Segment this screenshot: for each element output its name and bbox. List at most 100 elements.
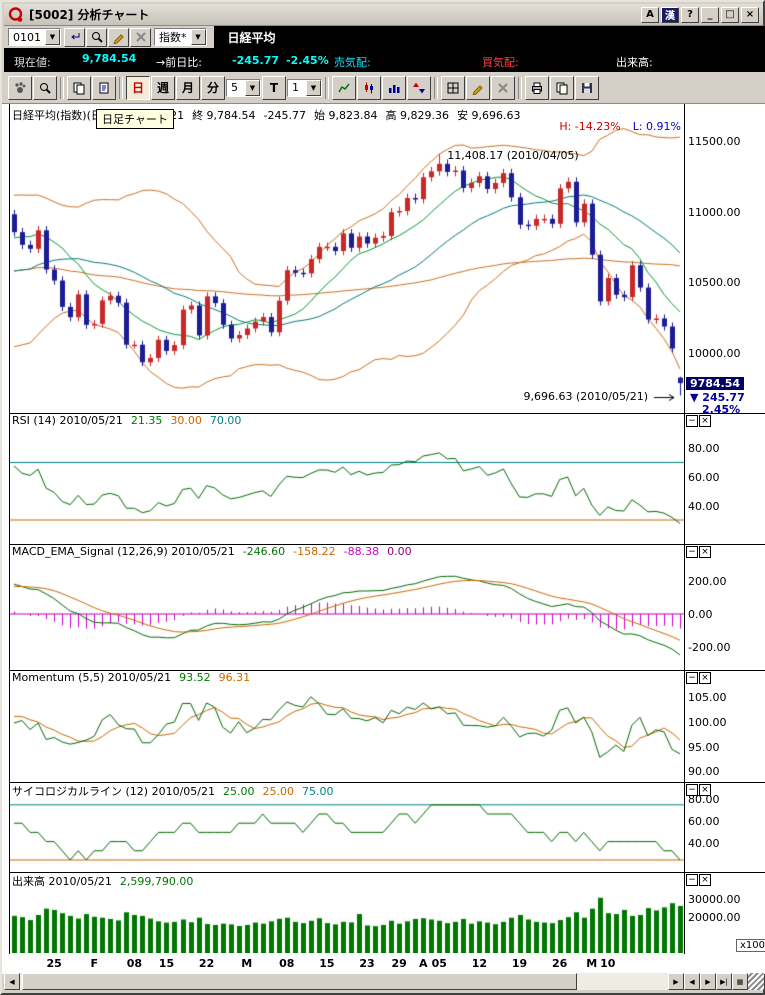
symbol-name-strip: 日経平均 — [213, 26, 765, 48]
period-minute-button[interactable]: 分 — [201, 75, 225, 100]
psychological-line-chart[interactable] — [10, 796, 684, 871]
ask-label: 売気配: — [334, 56, 371, 69]
indicator-value: 25.00 — [222, 785, 255, 798]
panel-divider — [9, 413, 765, 414]
x-axis-label: 26 — [551, 957, 568, 970]
tick-select[interactable]: 1 ▼ — [287, 78, 322, 97]
panel-close-button[interactable]: × — [699, 784, 711, 796]
tick-button[interactable]: T — [262, 75, 286, 100]
volume-label: 出来高: — [616, 56, 653, 69]
copy-page-button[interactable] — [67, 75, 91, 100]
window-controls: A 漢? _ □ × — [641, 6, 759, 23]
x-axis-label: 22 — [198, 957, 215, 970]
symbol-code-combo[interactable]: 0101 ▼ — [8, 28, 61, 46]
y-axis-label: 0.00 — [688, 608, 713, 621]
pencil-icon — [472, 84, 483, 95]
y-axis-label: 11500.00 — [688, 135, 741, 149]
category-combo[interactable]: 指数* ▼ — [154, 28, 207, 46]
chevron-down-icon[interactable]: ▼ — [190, 29, 206, 45]
candle-icon — [365, 82, 373, 93]
panel-header-main: 日経平均(指数)(日間) 2010/05/21終 9,784.54-245.77… — [12, 107, 520, 123]
panel-minimize-button[interactable]: − — [686, 784, 698, 796]
chart-scrollbar: ◀ ▶ ◀ ▶ ▶| ▦ — [4, 973, 765, 990]
high-percent-label: H: -14.23% — [559, 120, 621, 133]
bars-icon — [389, 84, 400, 93]
scroll-left-button[interactable]: ◀ — [4, 973, 20, 990]
chevron-down-icon[interactable]: ▼ — [306, 79, 321, 96]
indicator-value: 安 9,696.63 — [456, 109, 521, 122]
y-axis-label: 105.00 — [688, 691, 727, 705]
symbol-search-button[interactable] — [86, 27, 107, 47]
x-icon — [498, 82, 508, 93]
copy-image-button[interactable] — [550, 75, 574, 100]
chevron-down-icon[interactable]: ▼ — [45, 29, 60, 45]
y-axis-label: 11000.00 — [688, 205, 741, 219]
minute-select[interactable]: 5 ▼ — [226, 78, 261, 97]
indicator-value: 終 9,784.54 — [192, 109, 256, 122]
jump-latest-button[interactable]: ▶| — [716, 973, 732, 990]
print-icon — [532, 82, 542, 94]
chart-drag-button[interactable] — [8, 75, 32, 100]
panel-close-button[interactable]: × — [699, 672, 711, 684]
x-axis-label: 12 — [471, 957, 488, 970]
print-button[interactable] — [525, 75, 549, 100]
edit-button[interactable] — [108, 27, 129, 47]
y-axis-label: 40.00 — [688, 837, 720, 851]
chevron-down-icon[interactable]: ▼ — [245, 79, 260, 96]
new-page-button[interactable] — [92, 75, 116, 100]
quote-bar: 現在値: 9,784.54 →前日比: -245.77 -2.45% 売気配: … — [4, 48, 765, 72]
main-price-chart[interactable] — [10, 120, 684, 412]
save-button[interactable] — [575, 75, 599, 100]
panel-title: RSI (14) 2010/05/21 — [12, 414, 123, 427]
grid-toggle-button[interactable] — [441, 75, 465, 100]
panel-close-button[interactable]: × — [699, 546, 711, 558]
next-period-button[interactable]: ▶ — [700, 973, 716, 990]
panel-close-button[interactable]: × — [699, 874, 711, 886]
jump-button[interactable] — [64, 27, 85, 47]
symbol-toolbar: 0101 ▼ 指数* ▼ 日経平均 — [4, 26, 765, 48]
x-axis-label: 15 — [319, 957, 335, 970]
chart-zoom-button[interactable] — [33, 75, 57, 100]
y-axis-label: 95.00 — [688, 740, 720, 754]
minimize-button[interactable]: _ — [701, 6, 719, 23]
indicator-value: 75.00 — [301, 785, 334, 798]
ime-button[interactable]: 漢 — [661, 6, 679, 23]
clear-button[interactable] — [130, 27, 151, 47]
momentum-chart[interactable] — [10, 685, 684, 781]
macd-chart[interactable] — [10, 559, 684, 669]
period-weekly-button[interactable]: 週 — [151, 75, 175, 100]
panel-minimize-button[interactable]: − — [686, 874, 698, 886]
scrollbar-thumb[interactable] — [22, 973, 577, 990]
panel-minimize-button[interactable]: − — [686, 415, 698, 427]
toolbar-separator — [434, 76, 438, 99]
candle-chart-button[interactable] — [357, 75, 381, 100]
price-change-value: ▼ 245.77 — [690, 391, 745, 405]
period-monthly-button[interactable]: 月 — [176, 75, 200, 100]
last-price-badge: 9784.54 — [686, 377, 744, 391]
maximize-button[interactable]: □ — [721, 6, 739, 23]
compare-chart-button[interactable] — [407, 75, 431, 100]
panel-minimize-button[interactable]: − — [686, 546, 698, 558]
line-chart-button[interactable] — [332, 75, 356, 100]
panel-minimize-button[interactable]: − — [686, 672, 698, 684]
close-button[interactable]: × — [741, 6, 759, 23]
a-button[interactable]: A — [641, 6, 659, 23]
resize-grip[interactable] — [748, 973, 764, 990]
scrollbar-track[interactable] — [20, 973, 668, 990]
indicator-value: 0.00 — [387, 545, 412, 558]
prev-period-button[interactable]: ◀ — [684, 973, 700, 990]
line-icon — [338, 83, 350, 92]
y-axis-label: 80.00 — [688, 442, 720, 456]
y-axis-label: 10000.00 — [688, 346, 741, 360]
delete-line-button[interactable] — [491, 75, 515, 100]
period-daily-button[interactable]: 日 — [126, 75, 150, 100]
help-button[interactable]: ? — [681, 6, 699, 23]
layout-button[interactable]: ▦ — [732, 973, 748, 990]
draw-line-button[interactable] — [466, 75, 490, 100]
bid-label: 買気配: — [482, 56, 519, 69]
bar-chart-button[interactable] — [382, 75, 406, 100]
panel-close-button[interactable]: × — [699, 415, 711, 427]
scroll-right-button[interactable]: ▶ — [668, 973, 684, 990]
rsi-chart[interactable] — [10, 428, 684, 543]
volume-chart[interactable] — [10, 886, 684, 953]
